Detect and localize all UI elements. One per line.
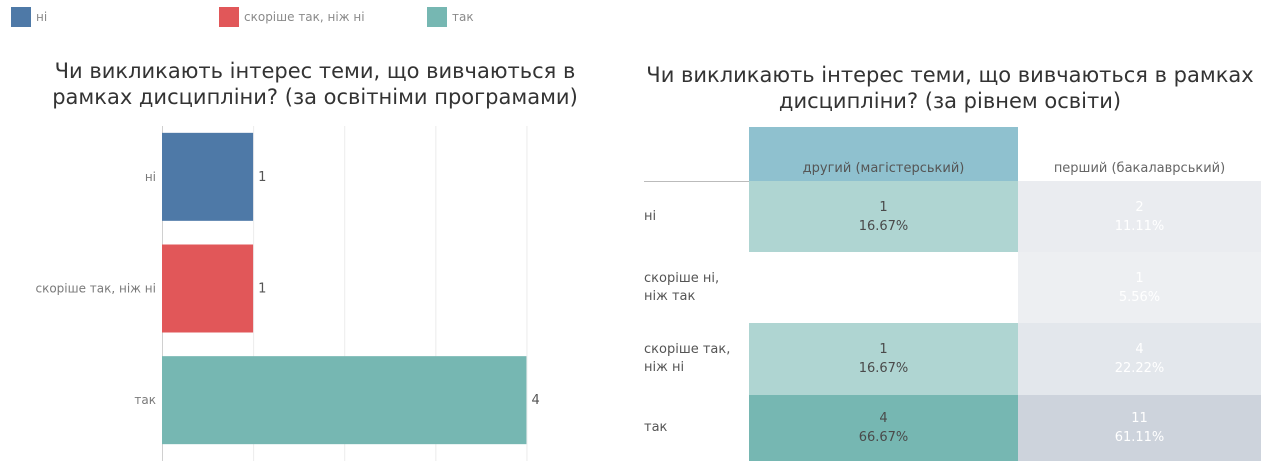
legend-item-rather-yes[interactable]: скоріше так, ніж ні xyxy=(219,7,365,27)
cell-count: 2 xyxy=(1135,199,1144,215)
legend-item-ni[interactable]: ні xyxy=(11,7,47,27)
crosstab-table: другий (магістерський) перший (бакалаврсь… xyxy=(644,127,1261,461)
table-cell[interactable]: 11 61.11% xyxy=(1018,395,1261,461)
table-cell[interactable]: 4 66.67% xyxy=(749,395,1018,461)
cell-count: 1 xyxy=(879,342,888,357)
cell-count: 4 xyxy=(1135,342,1144,357)
legend-label-ni: ні xyxy=(36,10,48,24)
table-cell[interactable]: 2 11.11% xyxy=(1018,181,1261,252)
row-label: скоріше ні, ніж так xyxy=(644,270,720,304)
data-label: 4 xyxy=(531,393,539,408)
bar-chart-svg: ні 1 скоріше так, ніж ні 1 так 4 xyxy=(35,126,540,461)
cell-count: 1 xyxy=(1135,270,1144,286)
cell-percent: 22.22% xyxy=(1114,361,1165,376)
legend-item-tak[interactable]: так xyxy=(427,7,474,27)
table-cell[interactable]: 1 5.56% xyxy=(1018,252,1261,323)
table-cell[interactable]: 4 22.22% xyxy=(1018,323,1261,395)
row-label: так xyxy=(644,420,668,435)
category-label: ні xyxy=(145,170,156,184)
legend-swatch-tak xyxy=(427,7,447,27)
data-label: 1 xyxy=(258,170,266,185)
cell-percent: 66.67% xyxy=(858,430,909,445)
cell-percent: 61.11% xyxy=(1114,430,1165,445)
column-header[interactable]: другий (магістерський) xyxy=(802,161,965,176)
cell-percent: 16.67% xyxy=(858,218,909,234)
legend: ні скоріше так, ніж ні так xyxy=(0,7,600,31)
category-label: скоріше так, ніж ні xyxy=(35,282,156,296)
bar[interactable] xyxy=(162,132,254,221)
legend-label-rather-yes: скоріше так, ніж ні xyxy=(244,10,365,24)
bar-chart: ні 1 скоріше так, ніж ні 1 так 4 xyxy=(0,126,620,461)
column-header[interactable]: перший (бакалаврський) xyxy=(1053,161,1226,176)
table-cell[interactable] xyxy=(749,252,1018,323)
legend-swatch-ni xyxy=(11,7,31,27)
legend-label-tak: так xyxy=(452,10,474,24)
bar[interactable] xyxy=(162,244,254,333)
cell-count: 1 xyxy=(879,199,888,215)
cell-count: 11 xyxy=(1131,411,1148,426)
row-label: ні xyxy=(644,208,657,224)
data-label: 1 xyxy=(258,282,266,297)
bar[interactable] xyxy=(162,356,527,445)
cell-percent: 5.56% xyxy=(1118,289,1161,305)
bar-chart-title: Чи викликають інтерес теми, що вивчаютьс… xyxy=(52,59,578,109)
legend-swatch-rather-yes xyxy=(219,7,239,27)
cell-percent: 16.67% xyxy=(858,361,909,376)
column-header-highlight xyxy=(749,127,1018,181)
row-label: скоріше так, ніж ні xyxy=(644,342,731,375)
category-label: так xyxy=(134,393,156,407)
cell-percent: 11.11% xyxy=(1114,218,1165,234)
cell-count: 4 xyxy=(879,411,888,426)
table-cell[interactable]: 1 16.67% xyxy=(749,181,1018,252)
table-cell[interactable]: 1 16.67% xyxy=(749,323,1018,395)
table-title: Чи викликають інтерес теми, що вивчаютьс… xyxy=(646,63,1254,113)
